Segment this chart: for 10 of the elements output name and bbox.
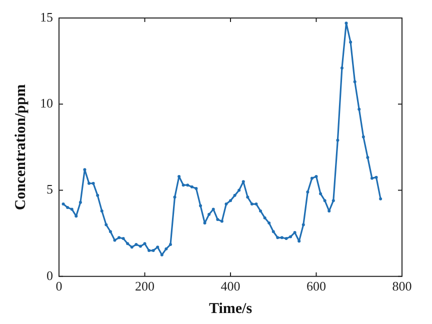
x-tick-label: 400 — [220, 278, 240, 294]
y-tick-label: 15 — [40, 9, 53, 24]
x-tick-label: 800 — [392, 278, 412, 294]
y-tick-label: 10 — [40, 96, 53, 111]
x-tick-label: 200 — [135, 278, 154, 294]
y-axis-title: Concentration/ppm — [12, 84, 29, 210]
y-tick-label: 0 — [46, 268, 53, 283]
x-tick-label: 600 — [306, 278, 326, 294]
x-axis-title: Time/s — [208, 300, 252, 317]
y-tick-label: 5 — [46, 182, 53, 197]
